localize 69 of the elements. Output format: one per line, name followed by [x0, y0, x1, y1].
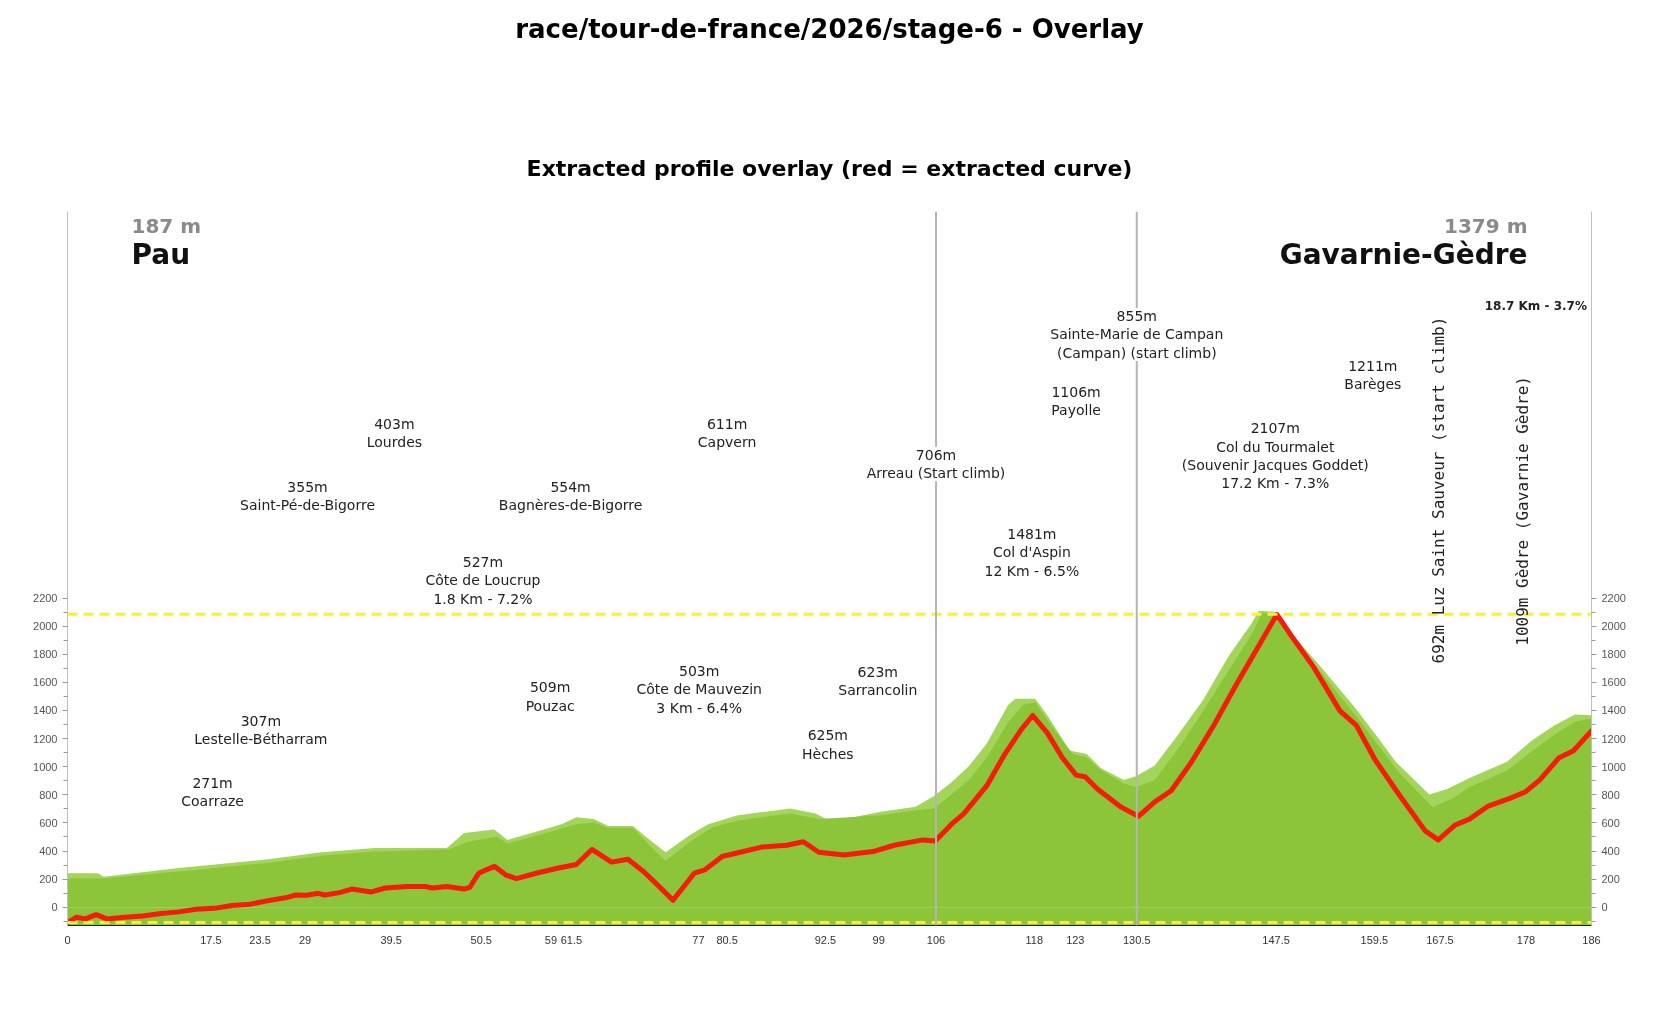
- x-tick-label: 17.5: [200, 933, 222, 946]
- x-tick-label: 0: [64, 933, 71, 946]
- y-tick-label: 1000: [33, 760, 58, 773]
- annotation: 307m Lestelle-Bétharram: [194, 712, 328, 748]
- y2-tick-label: 600: [1601, 816, 1620, 829]
- annotation: 1211m Barèges: [1344, 357, 1402, 393]
- y-tick-label: 2000: [33, 620, 58, 633]
- annotation: 692m Luz Saint Sauveur (start climb): [1428, 316, 1448, 664]
- y2-tick-label: 800: [1601, 788, 1620, 801]
- annotation: 527m Côte de Loucrup 1.8 Km - 7.2%: [425, 553, 541, 607]
- y-tick-label: 400: [39, 845, 58, 858]
- annotation: 1379 m Gavarnie-Gèdre: [1279, 213, 1528, 271]
- x-tick-label: 80.5: [716, 933, 738, 946]
- x-tick-label: 186: [1582, 933, 1601, 946]
- x-tick-label: 23.5: [249, 933, 271, 946]
- annotation: 271m Coarraze: [181, 774, 244, 810]
- annotation: 855m Sainte-Marie de Campan (Campan) (start climb): [1050, 308, 1224, 361]
- annotation: 1106m Payolle: [1051, 383, 1101, 419]
- y-tick-label: 1800: [33, 648, 58, 661]
- x-tick-label: 29: [299, 933, 312, 946]
- y-tick-label: 1200: [33, 732, 58, 745]
- y-tick-label: 0: [51, 901, 58, 914]
- x-tick-label: 61.5: [560, 933, 583, 946]
- x-tick-label: 167.5: [1426, 933, 1454, 946]
- annotation: 625m Hèches: [802, 727, 854, 762]
- x-tick-label: 106: [926, 933, 946, 946]
- x-tick-label: 77: [692, 933, 705, 946]
- x-tick-label: 92.5: [814, 933, 837, 946]
- x-tick-label: 39.5: [380, 933, 402, 946]
- y-tick-label: 2200: [33, 592, 58, 605]
- annotation: 1481m Col d'Aspin 12 Km - 6.5%: [984, 525, 1080, 579]
- y-tick-label: 1400: [33, 704, 58, 717]
- annotation: 18.7 Km - 3.7%: [1484, 299, 1587, 314]
- annotation: 611m Capvern: [697, 415, 757, 451]
- y2-tick-label: 1000: [1601, 760, 1626, 773]
- y2-tick-label: 200: [1601, 873, 1620, 886]
- annotation: 706m Arreau (Start climb): [866, 446, 1006, 482]
- x-tick-label: 178: [1516, 933, 1536, 946]
- y-tick-label: 1600: [33, 676, 58, 689]
- y2-tick-label: 2000: [1601, 620, 1626, 633]
- chart-title: race/tour-de-france/2026/stage-6 - Overlay: [515, 13, 1144, 44]
- chart-subtitle: Extracted profile overlay (red = extracted curve): [526, 155, 1133, 181]
- x-tick-label: 59: [544, 933, 558, 946]
- annotation: 509m Pouzac: [525, 679, 575, 714]
- annotation: 355m Saint-Pé-de-Bigorre: [240, 479, 376, 514]
- x-tick-label: 99: [872, 933, 885, 946]
- x-tick-label: 50.5: [470, 933, 492, 946]
- y2-tick-label: 1800: [1601, 648, 1626, 661]
- y2-tick-label: 1200: [1601, 732, 1626, 745]
- annotation: 403m Lourdes: [366, 415, 423, 451]
- annotation: 2107m Col du Tourmalet (Souvenir Jacques Goddet) 17.2 Km - 7.3%: [1181, 420, 1369, 492]
- x-tick-label: 147.5: [1262, 933, 1290, 946]
- y2-tick-label: 2200: [1601, 592, 1626, 605]
- annotation: 623m Sarrancolin: [838, 663, 918, 699]
- x-tick-label: 130.5: [1122, 933, 1151, 946]
- y2-tick-label: 1600: [1601, 676, 1626, 689]
- y-tick-label: 800: [39, 788, 58, 801]
- annotation: 503m Côte de Mauvezin 3 Km - 6.4%: [636, 662, 762, 716]
- y2-tick-label: 400: [1601, 845, 1620, 858]
- y-tick-label: 200: [39, 873, 58, 886]
- annotation: 1009m Gèdre (Gavarnie Gèdre): [1513, 376, 1533, 646]
- annotation: 554m Bagnères-de-Bigorre: [498, 479, 643, 514]
- x-tick-label: 118: [1025, 933, 1044, 946]
- x-tick-label: 123: [1066, 933, 1085, 946]
- y2-tick-label: 1400: [1601, 704, 1626, 717]
- y2-tick-label: 0: [1601, 901, 1608, 914]
- y-tick-label: 600: [39, 816, 58, 829]
- x-tick-label: 159.5: [1360, 933, 1389, 946]
- annotation: 187 m Pau: [131, 213, 202, 271]
